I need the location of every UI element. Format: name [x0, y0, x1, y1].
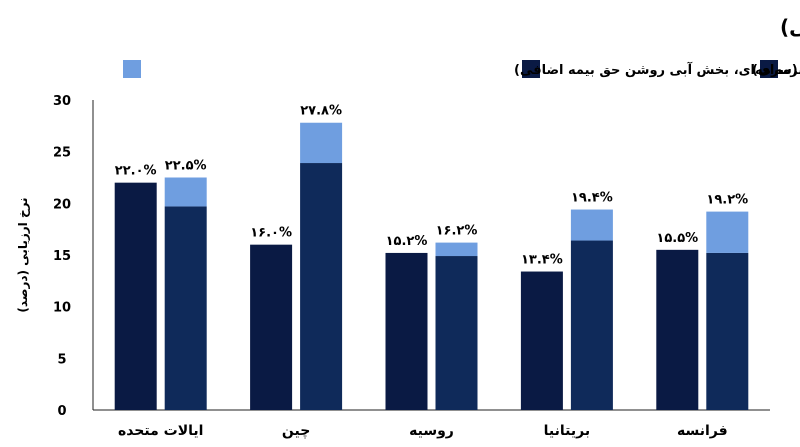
bar-peacekeeping-premium [706, 211, 749, 253]
category-label: چین [282, 423, 310, 439]
bar-peacekeeping-premium [164, 177, 207, 207]
bar-regular [250, 244, 293, 410]
data-label-regular: ۲۲.۰% [115, 164, 157, 179]
legend: بودجه عادی (سرمه‌ای) بودجه حفظ صلح (سرمه… [123, 60, 800, 78]
bar-regular [114, 182, 157, 410]
category-label: روسیه [409, 423, 454, 439]
bar-regular [656, 249, 699, 410]
bar-peacekeeping-base [300, 163, 343, 410]
y-tick-label: 5 [57, 352, 66, 367]
data-label-regular: ۱۵.۵% [656, 231, 698, 246]
bar-regular [385, 252, 428, 410]
y-axis-label: نرخ ارزیابی (درصد) [16, 197, 30, 312]
data-label-regular: ۱۳.۴% [521, 253, 563, 268]
bar-regular [520, 271, 563, 410]
legend-label-peacekeeping: بودجه حفظ صلح (سرمه‌ای، بخش آبی روشن حق … [514, 61, 800, 78]
data-label-regular: ۱۵.۲% [386, 234, 428, 249]
y-tick-label: 25 [53, 146, 71, 161]
chart-title: مقایسه نرخ‌های ارزیابی بودجه سازمان ملل … [780, 15, 800, 39]
data-label-peacekeeping: ۱۹.۲% [706, 193, 748, 208]
x-axis-categories: ایالات متحده چین روسیه بریتانیا فرانسه [118, 423, 728, 439]
data-label-peacekeeping: ۲۲.۵% [165, 159, 207, 174]
y-tick-label: 10 [53, 301, 71, 316]
y-tick-label: 15 [53, 249, 71, 264]
bar-peacekeeping-base [435, 256, 478, 410]
data-label-peacekeeping: ۱۹.۴% [571, 191, 613, 206]
legend-swatch-peacekeeping [522, 60, 540, 78]
bar-peacekeeping-base [570, 240, 613, 410]
bar-peacekeeping-premium [570, 209, 613, 241]
bar-peacekeeping-premium [435, 242, 478, 257]
y-tick-label: 30 [53, 94, 71, 109]
category-label: ایالات متحده [118, 423, 204, 439]
legend-swatch-premium [123, 60, 141, 78]
data-label-regular: ۱۶.۰% [250, 226, 292, 241]
data-label-peacekeeping: ۲۷.۸% [300, 104, 342, 119]
bar-peacekeeping-premium [300, 122, 343, 164]
y-axis-ticks: 0 5 10 15 20 25 30 [53, 94, 71, 419]
y-tick-label: 20 [53, 197, 71, 212]
bar-peacekeeping-base [706, 252, 749, 410]
bar-peacekeeping-base [164, 206, 207, 410]
category-label: بریتانیا [544, 423, 590, 439]
legend-swatch-regular [760, 60, 778, 78]
data-label-peacekeeping: ۱۶.۲% [436, 224, 478, 239]
legend-label-regular: بودجه عادی (سرمه‌ای) [752, 63, 800, 78]
category-label: فرانسه [677, 423, 728, 439]
plot-area: ۲۲.۰% ۲۲.۵% ۱۶.۰% ۲۷.۸% ۱۵.۲% ۱۶.۲% ۱۳.۴% ۱۹.۴%… [92, 100, 770, 411]
y-tick-label: 0 [57, 404, 66, 419]
